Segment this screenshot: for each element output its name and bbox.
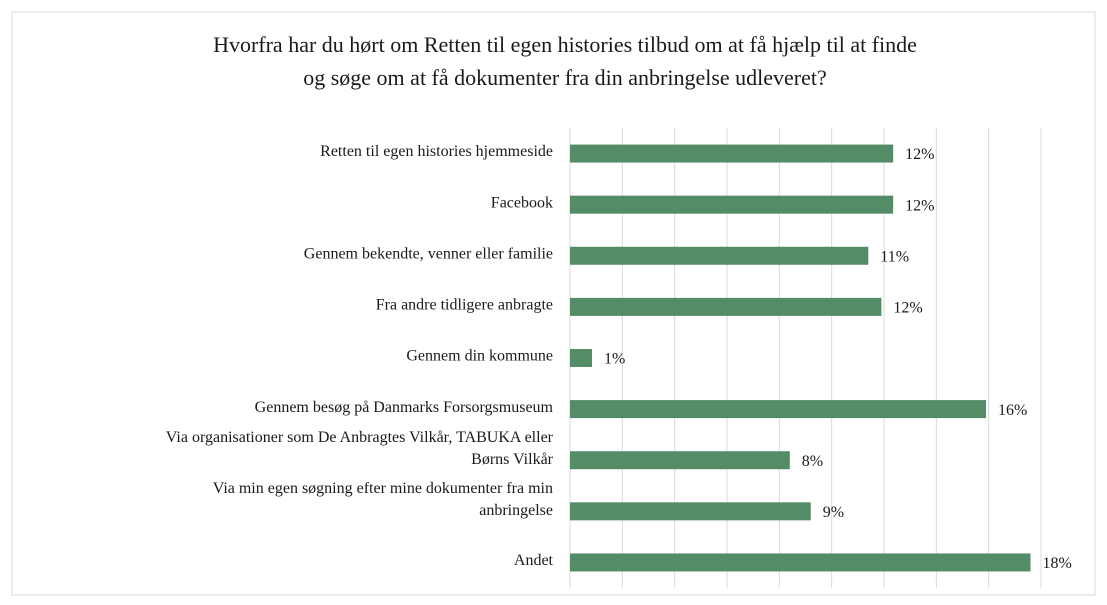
chart-title: og søge om at få dokumenter fra din anbr…	[303, 65, 827, 90]
data-label: 12%	[905, 146, 934, 163]
bar	[570, 451, 790, 470]
category-label: Andet	[514, 552, 554, 569]
bar	[570, 195, 894, 214]
data-label: 12%	[905, 197, 934, 214]
bar	[570, 246, 869, 265]
bar	[570, 553, 1031, 572]
category-label: Retten til egen histories hjemmeside	[320, 143, 553, 160]
data-label: 1%	[604, 351, 625, 368]
category-label: Via organisationer som De Anbragtes Vilk…	[166, 429, 554, 446]
data-label: 8%	[802, 453, 823, 470]
data-label: 18%	[1043, 555, 1072, 572]
category-label: Via min egen søgning efter mine dokument…	[213, 480, 553, 497]
bar	[570, 297, 882, 316]
category-label: anbringelse	[479, 502, 553, 519]
bar	[570, 502, 811, 521]
chart-frame	[11, 11, 1096, 596]
data-label: 16%	[998, 402, 1027, 419]
category-label: Børns Vilkår	[471, 451, 554, 468]
category-label: Gennem bekendte, venner eller familie	[304, 245, 553, 262]
category-label: Fra andre tidligere anbragte	[376, 297, 553, 314]
data-label: 9%	[823, 504, 844, 521]
category-label: Gennem din kommune	[406, 348, 553, 365]
bar	[570, 400, 987, 419]
category-label: Gennem besøg på Danmarks Forsorgsmuseum	[255, 399, 554, 416]
data-label: 11%	[880, 248, 909, 265]
bar	[570, 349, 592, 367]
bar	[570, 144, 894, 163]
category-label: Facebook	[491, 194, 553, 211]
chart-title: Hvorfra har du hørt om Retten til egen h…	[213, 32, 917, 57]
data-label: 12%	[893, 300, 922, 317]
